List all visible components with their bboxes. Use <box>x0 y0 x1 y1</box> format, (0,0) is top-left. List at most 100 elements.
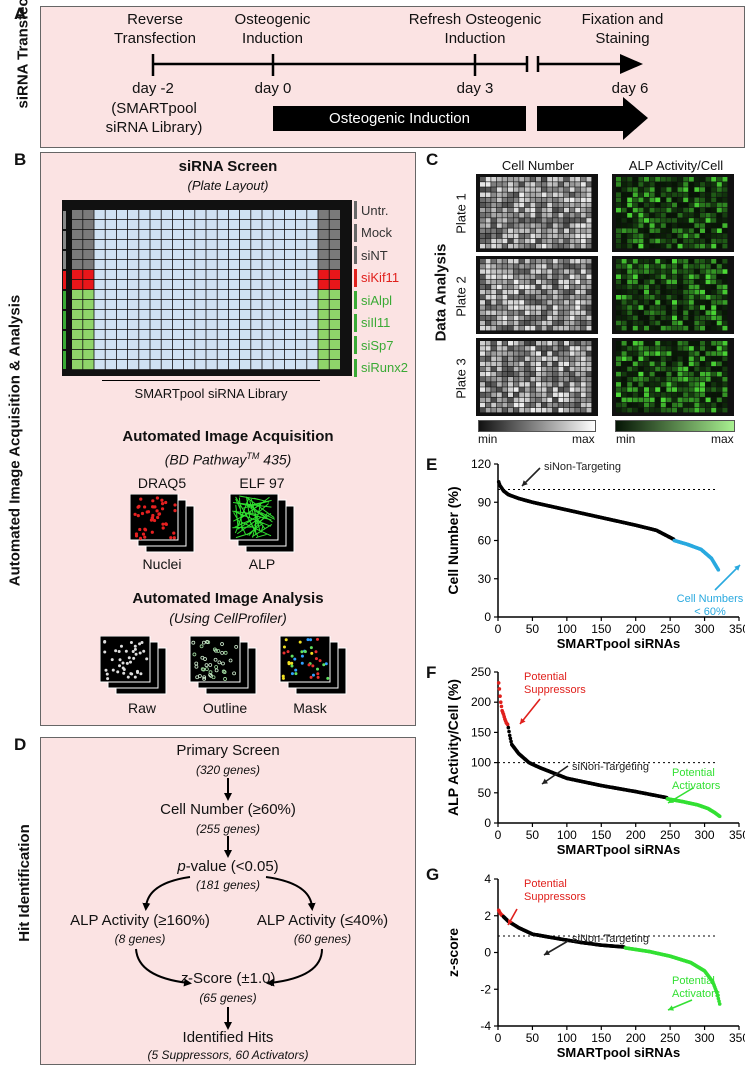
heatmap-cell <box>627 202 633 208</box>
plate-well <box>150 230 161 240</box>
heatmap-cell <box>491 315 497 321</box>
heatmap-cell <box>638 202 644 208</box>
raw-image-cells <box>103 640 149 681</box>
heatmap-cell <box>677 315 683 321</box>
heatmap-cell <box>722 371 728 377</box>
heatmap-cell <box>569 197 575 203</box>
heatmap-cell <box>616 392 621 397</box>
plate-well <box>329 270 340 280</box>
heatmap-cell <box>558 371 564 377</box>
nucleus-dot <box>137 504 141 509</box>
heatmap-cell <box>586 284 592 290</box>
heatmap-cell <box>586 387 592 392</box>
heatmap-cell <box>586 300 592 305</box>
heatmap-cell <box>513 315 519 321</box>
heatmap-cell <box>638 197 644 203</box>
heatmap-cell <box>632 228 638 233</box>
plate-well <box>251 330 262 340</box>
heatmap-cell <box>580 346 586 351</box>
heatmap-cell <box>575 346 581 351</box>
heatmap-cell <box>672 228 677 233</box>
plate-well <box>240 310 251 320</box>
heatmap-cell <box>638 402 644 408</box>
legend-bar <box>354 291 357 309</box>
heatmap-cell <box>547 279 553 285</box>
heatmap-cell <box>649 177 655 182</box>
heatmap-cell <box>655 392 661 397</box>
alp-stroke <box>245 496 275 519</box>
heatmap-cell <box>660 366 666 372</box>
heatmap-cell <box>638 346 644 351</box>
heatmap-cell <box>644 310 649 315</box>
heatmap-cell <box>683 238 689 244</box>
heatmap-cell <box>508 402 513 408</box>
heatmap-cell <box>722 207 728 213</box>
heatmap-cell <box>586 382 592 387</box>
annotation-arrow <box>519 698 541 725</box>
heatmap-cell <box>621 192 627 197</box>
heatmap-cell <box>485 289 491 295</box>
heatmap-cell <box>530 243 536 249</box>
plate-well <box>72 290 83 300</box>
heatmap-cell <box>644 315 649 321</box>
plate-well <box>240 300 251 310</box>
heatmap-cell <box>666 274 672 279</box>
heatmap-cell <box>519 264 525 269</box>
heatmap-cell <box>672 223 677 228</box>
heatmap-cell <box>558 397 564 403</box>
heatmap-cell <box>558 366 564 372</box>
heatmap-cell <box>700 315 705 321</box>
plate-well <box>228 250 240 260</box>
heatmap-cell <box>666 177 672 182</box>
heatmap-cell <box>694 192 700 197</box>
heatmap-cell <box>524 279 530 285</box>
heatmap-cell <box>564 228 569 233</box>
plate-well <box>184 270 195 280</box>
heatmap-cell <box>519 243 525 249</box>
heatmap-cell <box>627 289 633 295</box>
data-point <box>507 729 511 734</box>
plate-well <box>217 260 228 270</box>
plate-well <box>206 330 217 340</box>
heatmap-cell <box>575 243 581 249</box>
heatmap-cell <box>655 228 661 233</box>
heatmap-cell <box>485 284 491 290</box>
plate-well <box>72 300 83 310</box>
heatmap-cell <box>688 387 694 392</box>
plate-well <box>284 290 296 300</box>
heatmap-cell <box>508 300 513 305</box>
heatmap-cell <box>716 192 722 197</box>
heatmap-cell <box>485 402 491 408</box>
plate-well <box>161 280 172 290</box>
heatmap-cell <box>485 259 491 264</box>
heatmap-cell <box>722 279 728 285</box>
heatmap-cell <box>672 284 677 290</box>
plate-well <box>228 270 240 280</box>
heatmap-cell <box>519 325 525 331</box>
heatmap-cell <box>688 402 694 408</box>
alp-stroke <box>260 511 276 520</box>
heatmap-cell <box>688 284 694 290</box>
heatmap-cell <box>632 213 638 218</box>
plate-well <box>296 280 307 290</box>
heatmap-cell <box>666 295 672 300</box>
heatmap-cell <box>655 325 661 331</box>
plate-well <box>105 260 116 270</box>
heatmap-cell <box>688 289 694 295</box>
heatmap-cell <box>716 202 722 208</box>
plate-well <box>217 270 228 280</box>
heatmap-cell <box>616 320 621 326</box>
heatmap-cell <box>677 341 683 346</box>
heatmap-cell <box>711 325 717 331</box>
cell-dot <box>211 675 216 680</box>
heatmap-cell <box>564 177 569 182</box>
heatmap-cell <box>705 402 711 408</box>
heatmap-cell <box>677 259 683 264</box>
heatmap-cell <box>580 213 586 218</box>
heatmap-cell <box>677 213 683 218</box>
plate-well <box>284 210 296 220</box>
heatmap-cell <box>616 325 621 331</box>
step-identified-hits: Identified Hits <box>182 1029 274 1046</box>
nuclei-image-dots <box>133 496 177 540</box>
heatmap-cell <box>530 274 536 279</box>
